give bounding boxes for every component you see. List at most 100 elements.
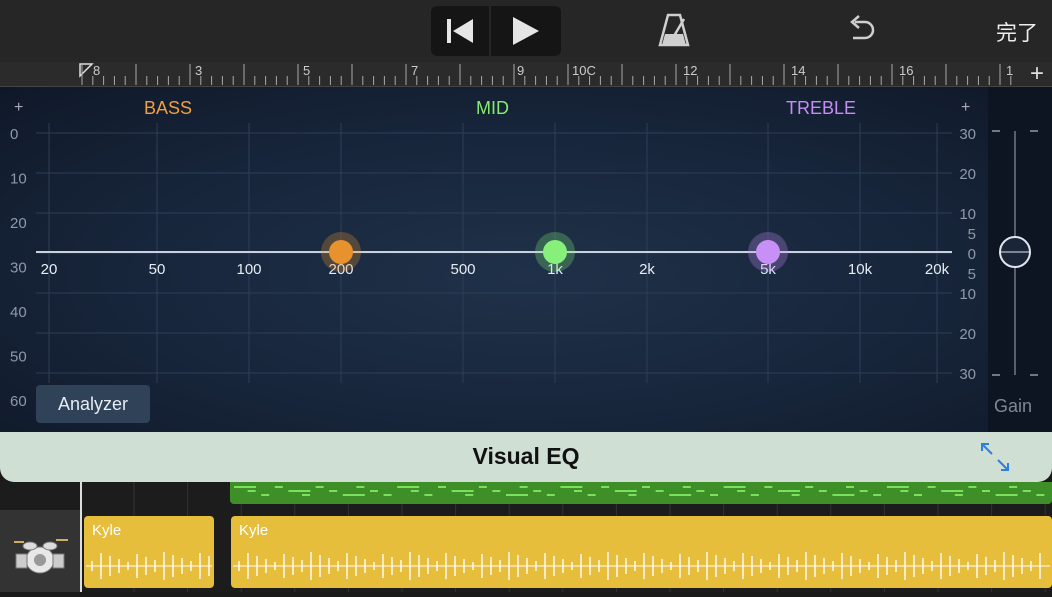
frequency-label: 10k [848, 261, 873, 278]
midi-note [900, 490, 909, 492]
play-button[interactable] [491, 6, 561, 56]
ruler-bar-number: 14 [791, 63, 805, 78]
cycle-marker [79, 63, 94, 78]
midi-note [438, 486, 446, 488]
midi-note [737, 490, 746, 492]
midi-note [982, 490, 990, 492]
midi-note [968, 486, 977, 488]
midi-note [628, 494, 637, 496]
expand-icon[interactable] [978, 440, 1012, 474]
done-button[interactable]: 完了 [996, 22, 1038, 45]
midi-region[interactable] [230, 482, 1052, 504]
midi-note [397, 486, 420, 488]
frequency-label: 1k [547, 261, 563, 278]
gain-slider[interactable] [988, 87, 1052, 432]
add-section-button[interactable]: + [1029, 60, 1044, 87]
ruler-bar-number: 10C [572, 63, 596, 78]
ruler-bar-number: 5 [303, 63, 310, 78]
midi-note [506, 494, 528, 496]
ruler-bar-number: 9 [517, 63, 524, 78]
midi-note [764, 486, 773, 488]
midi-note [356, 486, 365, 488]
midi-note [342, 494, 365, 496]
go-to-beginning-button[interactable] [431, 6, 489, 56]
ruler-bar-number: 1 [1006, 63, 1013, 78]
midi-note [383, 494, 392, 496]
midi-note [873, 494, 882, 496]
midi-note [546, 494, 555, 496]
midi-note [574, 490, 582, 492]
midi-note [696, 490, 705, 492]
ruler-bar-number: 16 [899, 63, 913, 78]
midi-note [261, 494, 270, 496]
tracks-area: Kyle Kyle [0, 482, 1052, 592]
midi-note [601, 486, 610, 488]
analyzer-scale-label: 0 [10, 126, 18, 143]
midi-note [560, 486, 583, 488]
undo-icon [850, 15, 875, 40]
midi-note [914, 494, 922, 496]
midi-note [492, 490, 501, 492]
playhead[interactable] [80, 482, 82, 592]
drums-track-header[interactable] [0, 510, 80, 592]
clip-name: Kyle [92, 522, 122, 539]
top-toolbar: 完了 [0, 0, 1052, 62]
midi-note [778, 490, 800, 492]
mid-band-handle[interactable] [535, 232, 575, 272]
midi-note [791, 494, 800, 496]
add-left-button[interactable]: + [14, 99, 24, 116]
visual-eq-panel: 0 10 20 30 40 50 60 30 20 10 5 0 5 10 20 30 20 50 100 200 50… [0, 87, 1052, 432]
audio-clip[interactable]: Kyle [84, 516, 214, 588]
midi-note [302, 494, 310, 496]
midi-note [465, 494, 474, 496]
midi-note [370, 490, 378, 492]
ruler-ticks: 8 3 5 7 9 10C 12 14 16 1 [79, 63, 1013, 85]
play-icon [513, 17, 539, 45]
gain-scale-label: 10 [959, 286, 976, 303]
gain-scale-label: 30 [959, 126, 976, 143]
waveform [86, 552, 212, 580]
midi-note [832, 494, 855, 496]
bass-band-label: BASS [144, 98, 193, 118]
gain-scale-label: 0 [968, 246, 976, 263]
midi-note [1022, 490, 1031, 492]
midi-note [247, 490, 256, 492]
analyzer-scale-label: 40 [10, 304, 27, 321]
clip-name: Kyle [239, 522, 269, 539]
midi-note [805, 486, 814, 488]
midi-note [234, 486, 256, 488]
frequency-label: 100 [236, 261, 261, 278]
gain-knob[interactable] [999, 236, 1031, 268]
midi-note [478, 486, 487, 488]
midi-note [1009, 486, 1018, 488]
audio-clip[interactable]: Kyle [231, 516, 1052, 588]
ruler-bar-number: 8 [93, 63, 100, 78]
midi-note [451, 490, 474, 492]
midi-note [410, 490, 419, 492]
waveform [233, 552, 1050, 580]
panel-title: Visual EQ [472, 443, 580, 469]
gain-scale-label: 5 [968, 226, 976, 243]
treble-band-label: TREBLE [786, 98, 857, 118]
timeline-ruler[interactable]: 8 3 5 7 9 10C 12 14 16 1 + [0, 60, 1052, 87]
midi-note [941, 490, 964, 492]
undo-button[interactable] [843, 12, 879, 48]
analyzer-scale-label: 10 [10, 171, 27, 188]
bass-band-handle[interactable] [321, 232, 361, 272]
frequency-label: 20 [41, 261, 58, 278]
frequency-label: 500 [450, 261, 475, 278]
analyzer-button[interactable]: Analyzer [36, 385, 150, 423]
add-right-button[interactable]: + [961, 99, 971, 116]
midi-note [954, 494, 963, 496]
gain-scale-label: 30 [959, 366, 976, 383]
analyzer-scale-label: 60 [10, 393, 27, 410]
metronome-button[interactable] [656, 12, 692, 48]
treble-band-handle[interactable] [748, 232, 788, 272]
midi-note [995, 494, 1018, 496]
frequency-label: 200 [328, 261, 353, 278]
midi-note [750, 494, 759, 496]
gain-slider-track[interactable] [988, 87, 1052, 432]
midi-note [315, 486, 324, 488]
analyzer-scale-label: 30 [10, 260, 27, 277]
